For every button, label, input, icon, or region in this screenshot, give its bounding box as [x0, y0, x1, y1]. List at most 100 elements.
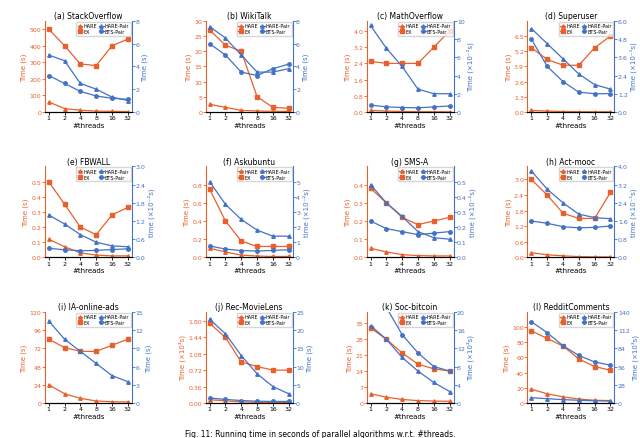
Line: HARE: HARE	[369, 392, 451, 403]
Line: HARE-Pair: HARE-Pair	[530, 28, 612, 92]
HARE	[124, 254, 132, 259]
Line: BTS-Pair: BTS-Pair	[530, 320, 612, 367]
EX	[559, 344, 567, 349]
Line: HARE-Pair: HARE-Pair	[369, 184, 451, 241]
HARE-Pair	[575, 212, 582, 217]
EX	[92, 233, 100, 238]
BTS-Pair	[124, 247, 132, 252]
HARE	[527, 251, 535, 256]
HARE-Pair	[607, 87, 614, 92]
Legend: HARE, EX, HARE-Pair, BTS-Pair: HARE, EX, HARE-Pair, BTS-Pair	[398, 313, 452, 327]
HARE-Pair	[445, 389, 453, 394]
HARE-Pair	[108, 373, 116, 378]
HARE	[575, 254, 582, 260]
Y-axis label: Time (s): Time (s)	[344, 198, 351, 226]
EX	[383, 62, 390, 67]
Legend: HARE, EX, HARE-Pair, BTS-Pair: HARE, EX, HARE-Pair, BTS-Pair	[76, 313, 131, 327]
X-axis label: #threads: #threads	[233, 413, 266, 419]
Title: (i) IA-online-ads: (i) IA-online-ads	[58, 303, 118, 311]
EX	[591, 364, 598, 369]
EX	[253, 364, 261, 369]
Line: BTS-Pair: BTS-Pair	[369, 220, 451, 237]
BTS-Pair	[237, 248, 245, 254]
EX	[543, 336, 551, 341]
EX	[575, 64, 582, 69]
EX	[414, 362, 422, 367]
X-axis label: #threads: #threads	[394, 268, 426, 274]
HARE-Pair	[269, 71, 276, 76]
HARE-Pair	[253, 71, 261, 76]
EX	[607, 368, 614, 373]
HARE	[92, 399, 100, 404]
BTS-Pair	[77, 90, 84, 95]
EX	[607, 35, 614, 40]
Line: BTS-Pair: BTS-Pair	[47, 74, 129, 102]
HARE-Pair	[559, 57, 567, 62]
BTS-Pair	[237, 71, 245, 76]
HARE	[124, 110, 132, 115]
EX	[414, 223, 422, 228]
Y-axis label: Time (×10³s): Time (×10³s)	[632, 335, 639, 381]
BTS-Pair	[367, 278, 374, 283]
Y-axis label: time (×10⁻²s): time (×10⁻²s)	[147, 188, 155, 237]
BTS-Pair	[607, 92, 614, 97]
HARE	[269, 400, 276, 405]
HARE	[445, 399, 453, 404]
Line: HARE: HARE	[208, 103, 291, 114]
BTS-Pair	[367, 103, 374, 109]
BTS-Pair	[206, 244, 214, 249]
EX	[253, 95, 261, 100]
Legend: HARE, EX, HARE-Pair, BTS-Pair: HARE, EX, HARE-Pair, BTS-Pair	[237, 313, 292, 327]
HARE	[45, 237, 52, 242]
HARE-Pair	[45, 319, 52, 324]
BTS-Pair	[61, 134, 68, 139]
Line: HARE-Pair: HARE-Pair	[208, 26, 291, 74]
HARE-Pair	[367, 183, 374, 188]
HARE-Pair	[527, 395, 535, 400]
Line: EX: EX	[47, 28, 129, 68]
EX	[445, 369, 453, 374]
Line: EX: EX	[47, 338, 129, 353]
BTS-Pair	[398, 106, 406, 111]
HARE	[124, 399, 132, 405]
HARE-Pair	[61, 59, 68, 64]
BTS-Pair	[383, 105, 390, 110]
HARE	[221, 250, 229, 255]
BTS-Pair	[543, 221, 551, 226]
HARE-Pair	[575, 398, 582, 403]
BTS-Pair	[61, 81, 68, 87]
HARE	[61, 391, 68, 396]
HARE	[575, 396, 582, 402]
BTS-Pair	[575, 90, 582, 95]
EX	[221, 335, 229, 340]
BTS-Pair	[398, 332, 406, 338]
HARE-Pair	[237, 353, 245, 358]
Y-axis label: Time (s): Time (s)	[21, 53, 28, 81]
HARE	[607, 110, 614, 115]
Line: HARE: HARE	[47, 383, 129, 404]
EX	[383, 201, 390, 206]
EX	[92, 64, 100, 69]
BTS-Pair	[108, 261, 116, 266]
EX	[575, 357, 582, 362]
BTS-Pair	[221, 247, 229, 252]
HARE-Pair	[398, 214, 406, 219]
Legend: HARE, EX, HARE-Pair, BTS-Pair: HARE, EX, HARE-Pair, BTS-Pair	[559, 313, 613, 327]
Legend: HARE, EX, HARE-Pair, BTS-Pair: HARE, EX, HARE-Pair, BTS-Pair	[398, 23, 452, 36]
HARE	[108, 399, 116, 404]
BTS-Pair	[445, 369, 453, 374]
Title: (e) FBWALL: (e) FBWALL	[67, 157, 110, 166]
EX	[445, 215, 453, 220]
HARE-Pair	[367, 24, 374, 29]
HARE	[237, 109, 245, 114]
HARE-Pair	[430, 92, 438, 97]
HARE-Pair	[607, 217, 614, 222]
HARE	[285, 254, 292, 259]
BTS-Pair	[591, 225, 598, 230]
Y-axis label: time (×10⁻²s): time (×10⁻²s)	[469, 188, 476, 237]
Title: (f) Askubuntu: (f) Askubuntu	[223, 157, 275, 166]
Line: HARE: HARE	[369, 247, 451, 258]
HARE	[367, 391, 374, 396]
Legend: HARE, EX, HARE-Pair, BTS-Pair: HARE, EX, HARE-Pair, BTS-Pair	[76, 23, 131, 36]
EX	[527, 177, 535, 183]
